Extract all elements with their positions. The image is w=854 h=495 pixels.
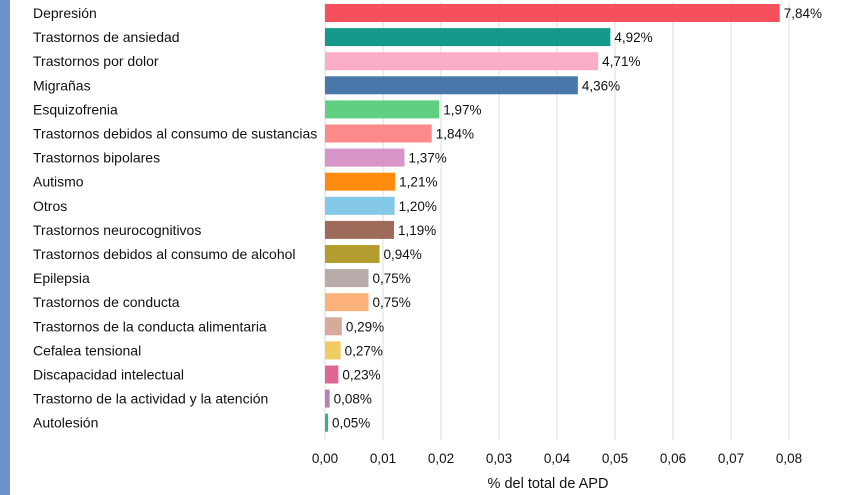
bar bbox=[325, 172, 396, 191]
category-label: Trastornos de ansiedad bbox=[33, 29, 180, 45]
bar bbox=[325, 341, 341, 360]
x-tick-label: 0,08 bbox=[776, 451, 802, 466]
value-label: 0,94% bbox=[384, 247, 422, 262]
category-label: Trastornos neurocognitivos bbox=[33, 222, 201, 238]
category-labels: Depresión Trastornos de ansiedad Trastorno… bbox=[33, 5, 317, 431]
bar bbox=[325, 293, 369, 312]
category-label: Depresión bbox=[33, 5, 97, 21]
left-accent-strip bbox=[0, 0, 10, 495]
bar bbox=[325, 76, 578, 95]
x-tick-label: 0,06 bbox=[660, 451, 686, 466]
value-label: 1,19% bbox=[398, 223, 436, 238]
category-label: Trastornos bipolares bbox=[33, 150, 160, 166]
category-label: Autismo bbox=[33, 174, 84, 190]
category-label: Cefalea tensional bbox=[33, 342, 141, 358]
x-tick-label: 0,01 bbox=[370, 451, 396, 466]
value-label: 0,29% bbox=[346, 319, 384, 334]
bar bbox=[325, 4, 780, 22]
value-label: 0,75% bbox=[373, 295, 411, 310]
bars bbox=[325, 4, 780, 432]
bar bbox=[325, 365, 339, 384]
bar bbox=[325, 245, 380, 263]
x-axis-title: % del total de APD bbox=[488, 476, 609, 492]
category-label: Otros bbox=[33, 198, 67, 214]
bar bbox=[325, 317, 342, 336]
category-label: Trastornos de la conducta alimentaria bbox=[33, 318, 267, 334]
bar bbox=[325, 196, 395, 215]
value-label: 1,20% bbox=[399, 199, 437, 214]
bar bbox=[325, 52, 599, 71]
category-label: Epilepsia bbox=[33, 270, 90, 286]
value-label: 1,21% bbox=[399, 175, 437, 190]
value-label: 0,27% bbox=[345, 343, 383, 358]
bar bbox=[325, 269, 369, 288]
category-label: Trastornos de conducta bbox=[33, 294, 180, 310]
value-label: 1,97% bbox=[443, 102, 481, 117]
bar bbox=[325, 220, 395, 239]
value-labels: 7,84% 4,92% 4,71% 4,36% 1,97% 1,84% 1,37% 1,21%… bbox=[332, 6, 822, 431]
category-label: Autolesión bbox=[33, 415, 98, 431]
bar bbox=[325, 389, 330, 408]
x-tick-label: 0,02 bbox=[428, 451, 454, 466]
value-label: 4,92% bbox=[614, 30, 652, 45]
value-label: 1,84% bbox=[436, 127, 474, 142]
bar bbox=[325, 148, 405, 167]
bar bbox=[325, 413, 328, 432]
value-label: 0,23% bbox=[342, 368, 380, 383]
value-label: 1,37% bbox=[408, 151, 446, 166]
value-label: 0,75% bbox=[373, 271, 411, 286]
x-tick-label: 0,05 bbox=[602, 451, 628, 466]
value-label: 4,36% bbox=[582, 78, 620, 93]
value-label: 0,05% bbox=[332, 416, 370, 431]
category-label: Trastornos por dolor bbox=[33, 53, 159, 69]
x-tick-label: 0,07 bbox=[718, 451, 744, 466]
category-label: Trastornos debidos al consumo de alcohol bbox=[33, 246, 296, 262]
value-label: 4,71% bbox=[602, 54, 640, 69]
x-tick-labels: 0,00 0,01 0,02 0,03 0,04 0,05 0,06 0,07 0,08 bbox=[312, 451, 802, 466]
value-label: 0,08% bbox=[334, 392, 372, 407]
bar bbox=[325, 100, 440, 119]
category-label: Trastorno de la actividad y la atención bbox=[33, 391, 268, 407]
category-label: Trastornos debidos al consumo de sustanc… bbox=[33, 126, 317, 142]
bar bbox=[325, 124, 432, 143]
category-label: Discapacidad intelectual bbox=[33, 367, 184, 383]
bar bbox=[325, 28, 611, 47]
x-tick-label: 0,04 bbox=[544, 451, 571, 466]
category-label: Migrañas bbox=[33, 77, 91, 93]
value-label: 7,84% bbox=[784, 6, 822, 21]
x-tick-label: 0,03 bbox=[486, 451, 512, 466]
category-label: Esquizofrenia bbox=[33, 101, 118, 117]
x-tick-label: 0,00 bbox=[312, 451, 338, 466]
